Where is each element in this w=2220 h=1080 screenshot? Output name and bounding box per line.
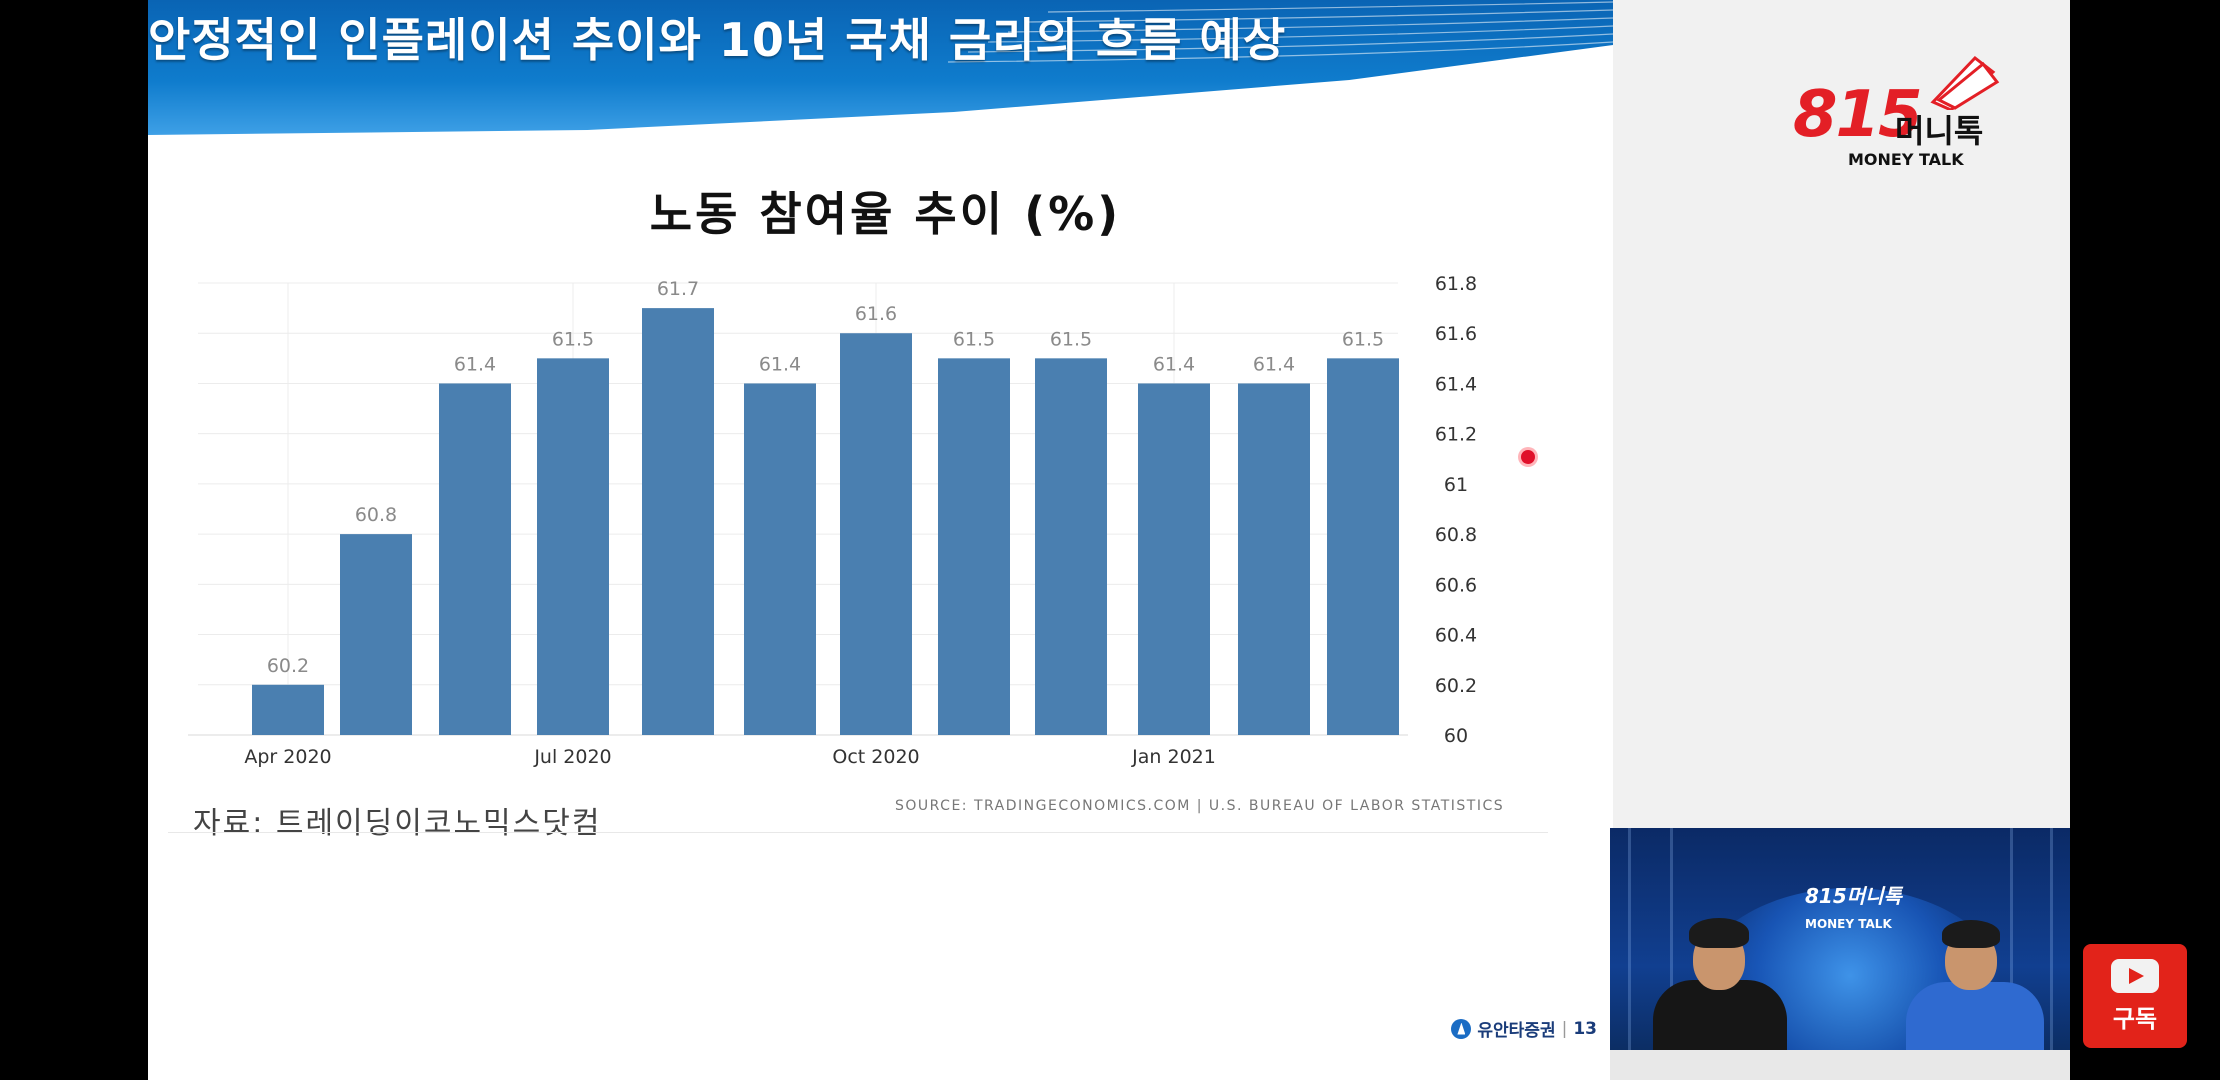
banner-decoration [947,1,1613,63]
bar [340,534,412,735]
bar [1327,358,1399,735]
bar-chart: 60 60.2 60.4 60.6 60.8 61 61.2 61.4 61.6 61.8 60.2… [188,273,1477,768]
y-tick-label: 60 [1444,725,1468,747]
y-tick-label: 61.4 [1435,373,1477,395]
y-tick-label: 60.4 [1435,625,1477,647]
money-fan-icon [1930,55,2000,110]
data-label: 60.2 [267,655,309,677]
desk [1610,1050,2070,1080]
data-label: 61.4 [759,353,801,375]
x-tick-label: Jan 2021 [1131,746,1216,768]
slide-title: 안정적인 인플레이션 추이와 10년 국채 금리의 흐름 예상 [148,13,1287,67]
youtube-play-icon [2111,958,2159,993]
x-tick-label: Oct 2020 [832,746,919,768]
data-label: 61.5 [1342,328,1384,350]
chart-title: 노동 참여율 추이 (%) [649,187,1122,241]
source-note-korean: 자료: 트레이딩이코노믹스닷컴 [193,806,602,841]
bar [938,358,1010,735]
bar [439,383,511,735]
channel-logo: 815 머니톡 MONEY TALK [1793,50,2003,170]
data-label: 61.5 [1050,328,1092,350]
logo-number: 815 [1793,78,1923,152]
footer-brand: 유안타증권 | 13 [1451,1016,1597,1041]
source-note-english: SOURCE: TRADINGECONOMICS.COM | U.S. BURE… [895,798,1505,814]
bar [1138,383,1210,735]
webcam-logo: 815머니톡 MONEY TALK [1805,884,1902,931]
logo-korean: 머니톡 [1895,112,1984,150]
separator: | [1561,1018,1568,1039]
y-tick-label: 60.2 [1435,675,1477,697]
bar [642,308,714,735]
bar [1238,383,1310,735]
y-tick-label: 61 [1444,474,1468,496]
data-label: 61.4 [1253,353,1295,375]
bar [537,358,609,735]
subscribe-button[interactable]: 구독 [2083,944,2187,1048]
y-tick-label: 61.8 [1435,273,1477,295]
divider [168,832,1548,833]
data-label: 61.4 [1153,353,1195,375]
data-label: 61.5 [552,328,594,350]
x-tick-label: Apr 2020 [244,746,331,768]
logo-english: MONEY TALK [1848,150,1964,169]
data-label: 61.5 [953,328,995,350]
bar [744,383,816,735]
data-label: 61.7 [657,278,699,300]
laser-pointer-dot [1521,450,1535,464]
bar [840,333,912,735]
data-label: 61.6 [855,303,897,325]
data-label: 60.8 [355,504,397,526]
x-tick-label: Jul 2020 [533,746,611,768]
y-tick-label: 60.8 [1435,524,1477,546]
y-tick-label: 61.2 [1435,424,1477,446]
webcam-video: 815머니톡 MONEY TALK [1610,828,2070,1080]
brand-logo-icon [1451,1018,1472,1039]
page-number: 13 [1573,1018,1597,1039]
brand-name: 유안타증권 [1477,1021,1556,1041]
bar [252,684,324,735]
y-tick-label: 60.6 [1435,574,1477,596]
presentation-slide: 안정적인 인플레이션 추이와 10년 국채 금리의 흐름 예상 노동 참여율 추… [148,0,1613,1080]
data-label: 61.4 [454,353,496,375]
subscribe-label: 구독 [2112,1004,2158,1033]
y-tick-label: 61.6 [1435,323,1477,345]
bar [1035,358,1107,735]
